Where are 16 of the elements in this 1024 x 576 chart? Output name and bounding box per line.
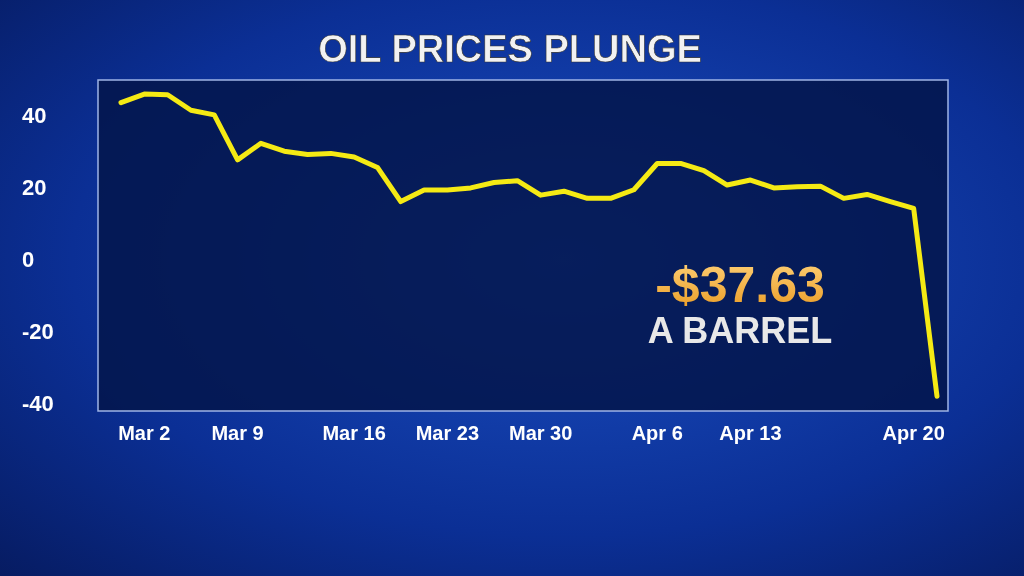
x-tick-label: Mar 30 [508,422,573,444]
x-tick-label: Apr 20 [882,422,945,444]
y-tick-label: -40 [22,390,54,416]
x-tick-label: Mar 2 [118,422,171,444]
chart-title: OIL PRICES PLUNGE [318,28,702,70]
x-tick-label: Mar 23 [415,422,480,444]
y-tick-label: 40 [22,102,47,128]
annotation: A BARREL [647,310,833,351]
x-tick-label: Mar 16 [322,422,386,444]
y-tick-label: 0 [22,246,35,272]
y-tick-label: 20 [22,174,47,200]
y-tick-label: -20 [22,318,54,344]
x-tick-label: Apr 6 [631,422,683,444]
x-tick-label: Mar 9 [211,422,264,444]
annotation: -$37.63 [655,257,825,313]
x-tick-label: Apr 13 [719,422,782,444]
